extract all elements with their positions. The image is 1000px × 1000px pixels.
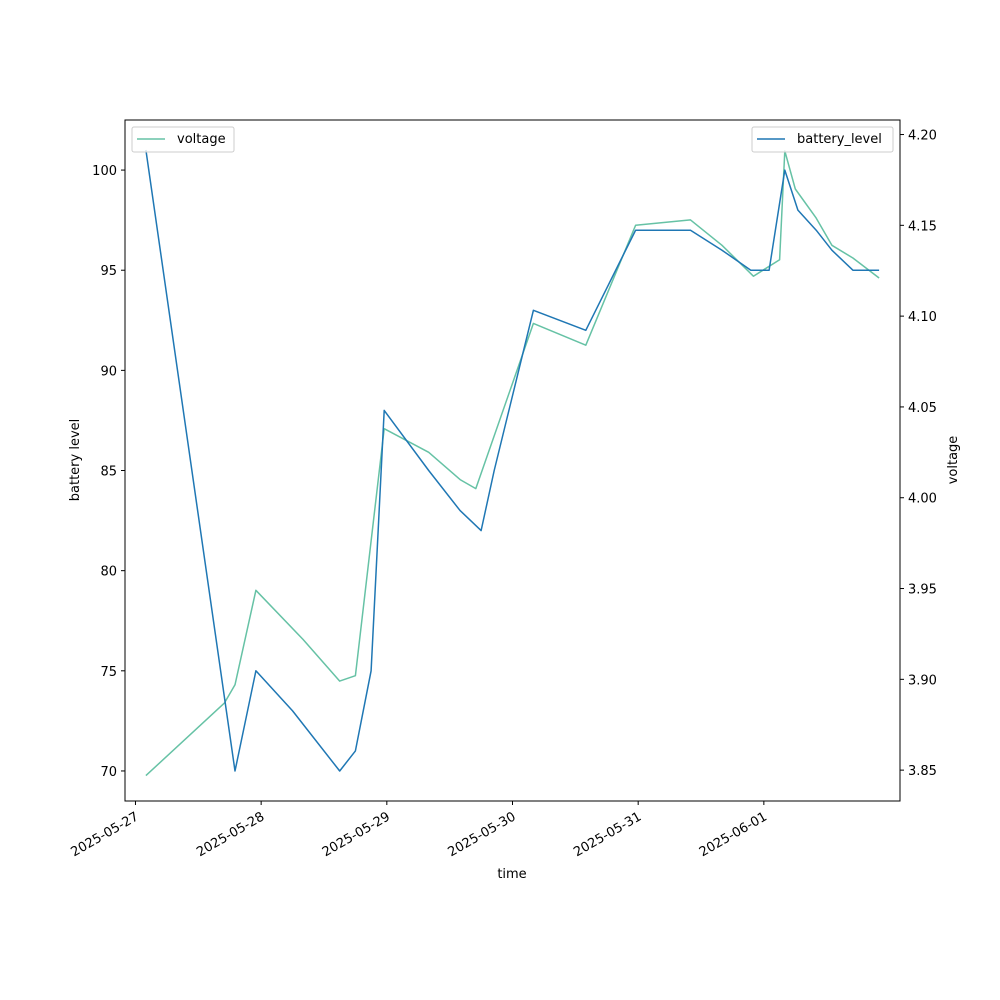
x-axis-label: time <box>497 867 526 882</box>
left-y-tick-label: 70 <box>100 765 117 780</box>
right-y-tick-label: 4.10 <box>908 310 937 325</box>
left-y-axis-label: battery level <box>68 419 83 502</box>
legend-battery-level: battery_level <box>751 126 894 153</box>
right-y-tick-label: 4.15 <box>908 219 937 234</box>
right-y-axis-label: voltage <box>946 436 961 485</box>
right-y-tick-label: 3.90 <box>908 673 937 688</box>
x-tick-label: 2025-05-31 <box>571 809 644 860</box>
left-y-tick-label: 75 <box>100 665 117 680</box>
x-tick-label: 2025-06-01 <box>697 809 770 860</box>
right-y-axis-ticks: 3.85 3.90 3.95 4.00 4.05 4.10 4.15 4.20 <box>900 129 937 779</box>
legend-battery-level-frame <box>751 126 894 153</box>
right-y-tick-label: 3.85 <box>908 764 937 779</box>
legend-voltage: voltage <box>131 126 235 153</box>
left-y-tick-label: 80 <box>100 565 117 580</box>
left-y-tick-label: 95 <box>100 264 117 279</box>
right-y-tick-label: 4.00 <box>908 492 937 507</box>
x-tick-label: 2025-05-28 <box>194 809 267 860</box>
plot-frame <box>124 119 901 802</box>
right-y-tick-label: 4.20 <box>908 129 937 144</box>
left-y-tick-label: 100 <box>92 164 117 179</box>
x-tick-label: 2025-05-27 <box>69 809 142 860</box>
x-tick-label: 2025-05-30 <box>446 809 519 860</box>
left-y-axis-ticks: 70 75 80 85 90 95 100 <box>92 164 125 780</box>
right-y-tick-label: 4.05 <box>908 401 937 416</box>
series-line-battery-level <box>145 149 880 772</box>
series-layer <box>145 149 880 777</box>
x-tick-label: 2025-05-29 <box>320 809 393 860</box>
legend-voltage-label: voltage <box>177 132 226 147</box>
series-line-voltage <box>145 150 880 777</box>
legend-battery-level-label: battery_level <box>797 132 882 147</box>
left-y-tick-label: 85 <box>100 465 117 480</box>
left-y-tick-label: 90 <box>100 364 117 379</box>
legend-voltage-frame <box>131 126 235 153</box>
x-axis-ticks: 2025-05-27 2025-05-28 2025-05-29 2025-05-30… <box>69 801 770 860</box>
right-y-tick-label: 3.95 <box>908 583 937 598</box>
